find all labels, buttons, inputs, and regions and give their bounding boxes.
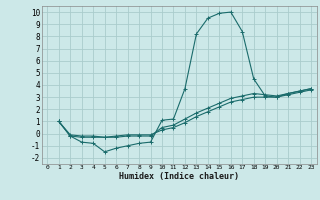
X-axis label: Humidex (Indice chaleur): Humidex (Indice chaleur)	[119, 172, 239, 181]
